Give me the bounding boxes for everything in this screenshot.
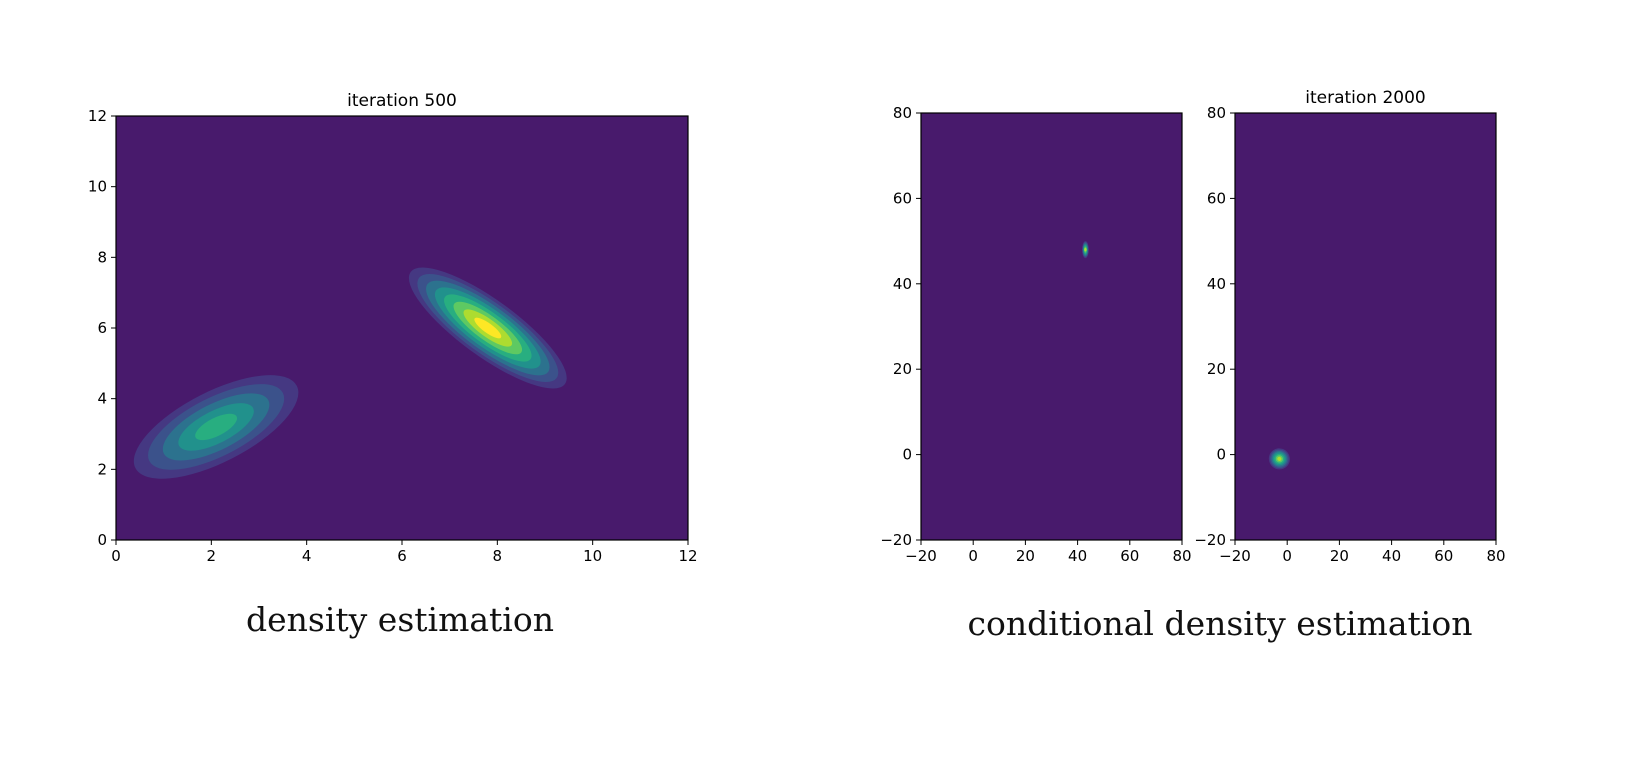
x-tick-label: 20 [1016,547,1035,565]
x-tick-label: 12 [678,547,697,565]
x-tick-label: 80 [1172,547,1191,565]
density-mode-1 [1268,448,1290,470]
y-tick-label: 60 [893,189,912,207]
x-tick-label: 0 [111,547,121,565]
x-tick-label: 20 [1330,547,1349,565]
plot-frame [1234,112,1497,541]
y-tick-label: 40 [893,275,912,293]
y-tick-label: 4 [97,390,107,408]
y-tick-label: 20 [893,360,912,378]
y-tick-label: 0 [1216,446,1226,464]
plot-background [1235,113,1496,540]
x-tick-label: 2 [207,547,217,565]
x-tick-label: 8 [493,547,503,565]
y-tick-label: 80 [893,104,912,122]
x-tick-label: 80 [1486,547,1505,565]
x-tick-label: 10 [583,547,602,565]
contour-level-8 [474,317,502,339]
contour-level-7 [1084,248,1087,252]
y-tick-label: 60 [1207,189,1226,207]
y-tick-label: −20 [880,531,912,549]
x-tick-label: 0 [1282,547,1292,565]
y-tick-label: 0 [902,446,912,464]
caption-conditional-density-estimation: conditional density estimation [967,604,1473,643]
density-mode-1 [133,375,299,479]
y-tick-label: 6 [97,319,107,337]
density-mode-1 [1082,241,1089,259]
x-tick-label: 4 [302,547,312,565]
y-tick-label: 8 [97,248,107,266]
y-tick-label: 80 [1207,104,1226,122]
x-tick-label: 60 [1120,547,1139,565]
chart-title: iteration 2000 [1305,88,1426,108]
x-tick-label: 40 [1068,547,1087,565]
density-mode-2 [408,267,567,389]
x-tick-label: 60 [1434,547,1453,565]
plot-background [116,116,688,540]
x-tick-label: 40 [1382,547,1401,565]
y-tick-label: 2 [97,460,107,478]
density-area [133,267,567,479]
x-tick-label: 0 [968,547,978,565]
plot-background [921,113,1182,540]
y-tick-label: 20 [1207,360,1226,378]
density-area [1082,241,1089,259]
y-tick-label: −20 [1194,531,1226,549]
caption-density-estimation: density estimation [246,600,554,639]
contour-level-7 [1277,456,1282,461]
plot-frame [920,112,1183,541]
x-tick-label: −20 [905,547,937,565]
contour-level-5 [195,413,238,441]
chart-2: −20 0 20 40 60 80 −20 0 20 40 60 80 [880,104,1191,565]
x-tick-label: −20 [1219,547,1251,565]
density-area [1268,448,1290,470]
y-tick-label: 40 [1207,275,1226,293]
chart-1: 0 2 4 6 8 10 12 0 2 4 6 8 10 12 iteration 500 [88,91,698,565]
x-tick-label: 6 [397,547,407,565]
y-tick-label: 10 [88,178,107,196]
y-tick-label: 12 [88,107,107,125]
y-tick-label: 0 [97,531,107,549]
chart-title: iteration 500 [347,91,457,111]
chart-3: −20 0 20 40 60 80 −20 0 20 40 60 80 iteration 2000 [1194,88,1505,565]
